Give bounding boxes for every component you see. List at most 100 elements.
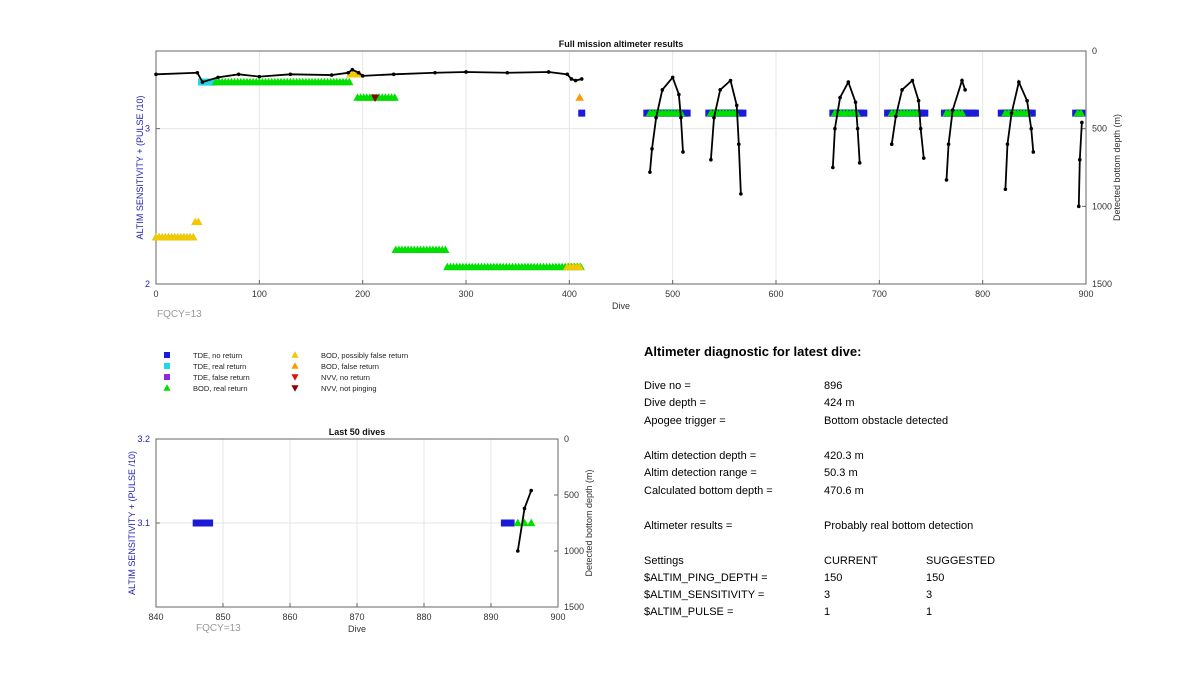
setting-ping-depth-current: 150 xyxy=(824,572,843,584)
full-mission-y2tick-label: 1500 xyxy=(1092,279,1112,289)
full-mission-depth-point xyxy=(346,70,351,75)
last-50-y2tick-label: 1000 xyxy=(564,546,584,556)
full-mission-depth-trace xyxy=(890,78,925,159)
diag-value-apogee-trigger: Bottom obstacle detected xyxy=(824,415,949,427)
full-mission-depth-point xyxy=(1005,142,1010,146)
full-mission-depth-point xyxy=(1003,187,1008,192)
full-mission-depth-point xyxy=(944,178,949,182)
last-50-depth-point xyxy=(529,488,533,493)
setting-ping-depth-suggested: 150 xyxy=(926,572,945,584)
diag-value-altimeter-results: Probably real bottom detection xyxy=(824,520,974,532)
full-mission-depth-point xyxy=(960,78,964,83)
full-mission-depth-trace xyxy=(831,79,861,168)
full-mission-marker xyxy=(370,94,380,102)
full-mission-depth-point xyxy=(200,80,205,84)
full-mission-depth-point xyxy=(1080,120,1084,125)
full-mission-depth-point xyxy=(894,114,898,119)
full-mission-depth-point xyxy=(677,92,681,97)
full-mission-chart: 0 100 200 300 400 500 600 700 800 900 2 3 0 500 1000 15… xyxy=(135,39,1122,320)
full-mission-marker xyxy=(921,109,929,117)
last-50-marker xyxy=(192,519,200,527)
full-mission-depth-point xyxy=(857,161,862,165)
diag-value-bottom-depth: 470.6 m xyxy=(824,485,864,497)
full-mission-y2label: Detected bottom depth (m) xyxy=(1112,114,1122,221)
full-mission-ytick-label: 3 xyxy=(145,124,150,134)
full-mission-depth-point xyxy=(739,192,743,196)
full-mission-depth-trace xyxy=(945,77,966,180)
full-mission-depth-point xyxy=(1017,80,1021,84)
full-mission-depth-point xyxy=(579,77,584,81)
full-mission-depth-point xyxy=(565,72,570,77)
full-mission-marker xyxy=(345,77,354,86)
last-50-marker xyxy=(513,518,522,527)
full-mission-depth-point xyxy=(838,95,842,100)
full-mission-marker xyxy=(1028,109,1036,117)
full-mission-depth-point xyxy=(910,78,915,83)
diag-label-detection-depth: Altim detection depth = xyxy=(644,450,757,462)
last-50-marker xyxy=(199,519,207,527)
last-50-title: Last 50 dives xyxy=(329,427,386,437)
full-mission-depth-point xyxy=(889,142,894,146)
settings-header-current: CURRENT xyxy=(824,555,878,567)
diag-label-dive-depth: Dive depth = xyxy=(644,397,707,409)
full-mission-depth-point xyxy=(505,70,510,75)
legend-label: NVV, not pinging xyxy=(321,384,377,393)
full-mission-depth-point xyxy=(833,126,837,131)
last-50-depth-point xyxy=(516,549,520,553)
full-mission-depth-point xyxy=(670,75,675,80)
full-mission-depth-point xyxy=(846,80,851,84)
last-50-y2tick-label: 500 xyxy=(564,490,579,500)
full-mission-xtick-label: 0 xyxy=(153,289,158,299)
last-50-xtick-label: 860 xyxy=(282,612,297,622)
full-mission-depth-point xyxy=(718,88,722,92)
full-mission-ylabel: ALTIM SENSITIVITY + (PULSE /10) xyxy=(135,96,145,240)
full-mission-marker xyxy=(189,233,198,241)
full-mission-depth-trace xyxy=(649,75,684,173)
legend-marker xyxy=(164,352,170,358)
last-50-ytick-label: 3.1 xyxy=(137,518,150,528)
full-mission-depth-point xyxy=(1031,150,1036,154)
full-mission-xlabel: Dive xyxy=(612,301,630,311)
full-mission-y2tick-label: 0 xyxy=(1092,46,1097,56)
full-mission-depth-point xyxy=(433,70,437,75)
setting-pulse-suggested: 1 xyxy=(926,606,933,618)
full-mission-depth-point xyxy=(573,78,578,83)
full-mission-depth-point xyxy=(216,75,220,80)
full-mission-xtick-label: 900 xyxy=(1078,289,1093,299)
diag-value-detection-depth: 420.3 m xyxy=(824,450,864,462)
full-mission-depth-point xyxy=(709,157,713,162)
full-mission-marker xyxy=(575,262,584,271)
full-mission-depth-trace xyxy=(710,78,742,194)
full-mission-depth-point xyxy=(350,67,355,72)
full-mission-marker xyxy=(971,109,979,117)
full-mission-depth-point xyxy=(950,108,955,112)
full-mission-xtick-label: 400 xyxy=(562,289,577,299)
full-mission-depth-trace xyxy=(1077,122,1083,207)
diag-value-dive-no: 896 xyxy=(824,380,843,392)
legend-marker xyxy=(164,363,170,369)
last-50-xlabel: Dive xyxy=(348,624,366,634)
last-50-marker xyxy=(507,519,515,527)
last-50-y2label: Detected bottom depth (m) xyxy=(584,469,594,576)
diag-label-detection-range: Altim detection range = xyxy=(644,467,757,479)
full-mission-depth-point xyxy=(329,73,334,77)
full-mission-depth-point xyxy=(356,70,361,75)
last-50-ylabel: ALTIM SENSITIVITY + (PULSE /10) xyxy=(127,451,137,595)
full-mission-marker xyxy=(912,108,921,117)
full-mission-xtick-label: 700 xyxy=(872,289,887,299)
full-mission-marker xyxy=(194,217,203,226)
legend-label: BOD, real return xyxy=(193,384,248,393)
setting-sensitivity-label: $ALTIM_SENSITIVITY = xyxy=(644,589,765,601)
diagnostic-title: Altimeter diagnostic for latest dive: xyxy=(644,344,862,359)
last-50-chart: 840 850 860 870 880 890 900 3.1 3.2 0 500 1000 1500 L… xyxy=(127,427,594,634)
legend-label: TDE, no return xyxy=(193,351,242,360)
full-mission-depth-point xyxy=(831,165,835,170)
full-mission-depth-point xyxy=(963,88,967,92)
full-mission-depth-point xyxy=(1029,126,1034,131)
full-mission-depth-trace xyxy=(1004,79,1035,190)
diag-value-dive-depth: 424 m xyxy=(824,397,855,409)
full-mission-xtick-label: 100 xyxy=(252,289,267,299)
full-mission-depth-point xyxy=(391,72,396,77)
full-mission-xtick-label: 600 xyxy=(768,289,783,299)
